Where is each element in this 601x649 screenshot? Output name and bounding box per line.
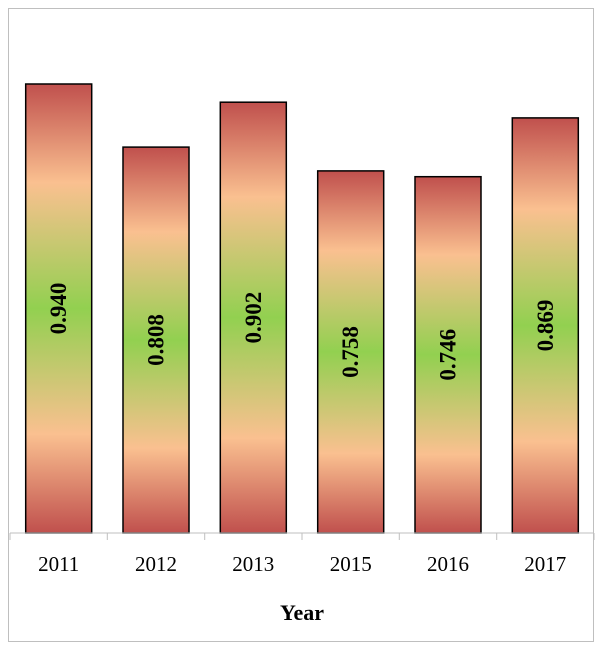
x-tick-label-2012: 2012	[135, 552, 177, 576]
bars-layer	[24, 83, 580, 534]
bar-value-label-2013: 0.902	[241, 292, 266, 344]
x-tick-label-2013: 2013	[232, 552, 274, 576]
bar-2013	[219, 101, 288, 534]
bar-value-label-2015: 0.758	[338, 326, 363, 378]
bar-2011	[24, 83, 93, 534]
bar-value-label-2017: 0.869	[533, 300, 558, 352]
bar-2015	[316, 170, 385, 534]
bar-2012	[122, 146, 190, 534]
bar-value-label-2012: 0.808	[144, 314, 169, 366]
bar-value-label-2011: 0.940	[46, 283, 71, 335]
x-tick-label-2017: 2017	[524, 552, 566, 576]
x-tick-label-2011: 2011	[38, 552, 79, 576]
bar-2016	[414, 175, 482, 534]
x-tick-label-2015: 2015	[330, 552, 372, 576]
labels-layer: 0.940 2011 0.808 2012 0.902 2013 0.758 2015 0.74…	[38, 283, 566, 576]
x-axis	[9, 532, 595, 540]
bar-value-label-2016: 0.746	[436, 329, 461, 381]
x-axis-title: Year	[280, 600, 324, 625]
x-tick-label-2016: 2016	[427, 552, 469, 576]
